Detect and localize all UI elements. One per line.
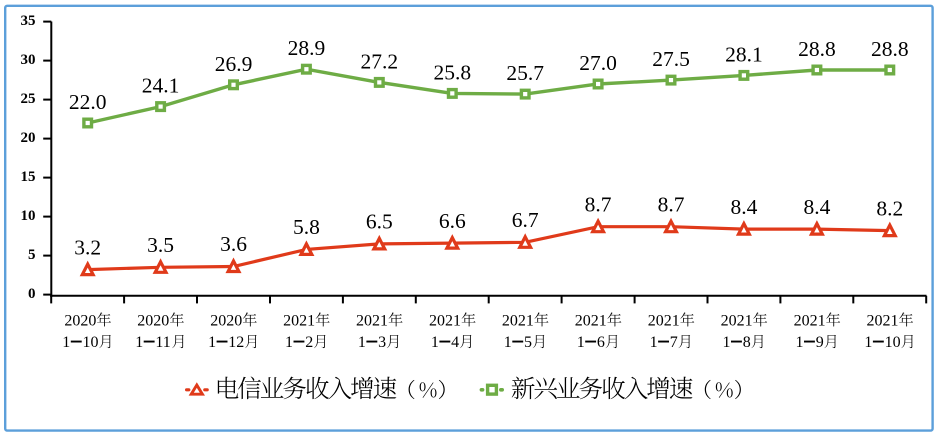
svg-text:25.8: 25.8 bbox=[433, 60, 471, 84]
svg-text:15: 15 bbox=[21, 169, 36, 185]
svg-text:26.9: 26.9 bbox=[215, 52, 253, 76]
svg-text:20: 20 bbox=[21, 130, 36, 146]
svg-text:0: 0 bbox=[28, 286, 36, 302]
svg-text:5.8: 5.8 bbox=[293, 215, 320, 239]
svg-text:1: 1 bbox=[208, 334, 216, 351]
svg-text:3.5: 3.5 bbox=[147, 233, 174, 257]
svg-text:10: 10 bbox=[83, 334, 99, 351]
svg-text:1: 1 bbox=[864, 334, 872, 351]
svg-text:3: 3 bbox=[378, 334, 386, 351]
svg-text:1: 1 bbox=[431, 334, 439, 351]
svg-text:25: 25 bbox=[21, 91, 36, 107]
svg-text:28.9: 28.9 bbox=[288, 36, 326, 60]
svg-text:1: 1 bbox=[135, 334, 143, 351]
svg-text:8.4: 8.4 bbox=[730, 195, 757, 219]
svg-text:7: 7 bbox=[670, 334, 678, 351]
svg-text:30: 30 bbox=[21, 52, 36, 68]
svg-text:1: 1 bbox=[723, 334, 731, 351]
svg-text:1: 1 bbox=[285, 334, 293, 351]
svg-text:27.5: 27.5 bbox=[652, 47, 690, 71]
svg-text:27.0: 27.0 bbox=[579, 51, 617, 75]
svg-text:8.2: 8.2 bbox=[876, 196, 903, 220]
svg-text:25.7: 25.7 bbox=[506, 61, 544, 85]
svg-text:1: 1 bbox=[62, 334, 70, 351]
svg-text:8: 8 bbox=[743, 334, 751, 351]
svg-text:1: 1 bbox=[650, 334, 658, 351]
svg-text:10: 10 bbox=[21, 208, 36, 224]
svg-text:2021: 2021 bbox=[502, 312, 534, 329]
svg-text:3.6: 3.6 bbox=[220, 232, 247, 256]
svg-text:24.1: 24.1 bbox=[142, 74, 180, 98]
svg-text:2020: 2020 bbox=[210, 312, 242, 329]
svg-text:2021: 2021 bbox=[648, 312, 680, 329]
svg-text:4: 4 bbox=[451, 334, 459, 351]
svg-text:12: 12 bbox=[228, 334, 244, 351]
svg-text:11: 11 bbox=[155, 334, 170, 351]
svg-text:8.7: 8.7 bbox=[585, 192, 612, 216]
svg-text:22.0: 22.0 bbox=[69, 90, 107, 114]
svg-text:1: 1 bbox=[796, 334, 804, 351]
svg-text:2021: 2021 bbox=[283, 312, 315, 329]
svg-text:28.8: 28.8 bbox=[871, 37, 909, 61]
svg-text:10: 10 bbox=[885, 334, 901, 351]
svg-text:27.2: 27.2 bbox=[360, 49, 398, 73]
svg-text:3.2: 3.2 bbox=[74, 235, 101, 259]
svg-text:2020: 2020 bbox=[64, 312, 96, 329]
svg-text:28.1: 28.1 bbox=[725, 42, 763, 66]
svg-text:2021: 2021 bbox=[867, 312, 899, 329]
svg-text:28.8: 28.8 bbox=[798, 37, 836, 61]
svg-text:2: 2 bbox=[305, 334, 313, 351]
svg-text:1: 1 bbox=[358, 334, 366, 351]
svg-text:2021: 2021 bbox=[356, 312, 388, 329]
svg-text:1: 1 bbox=[504, 334, 512, 351]
svg-text:8.7: 8.7 bbox=[658, 192, 685, 216]
svg-text:2021: 2021 bbox=[429, 312, 461, 329]
svg-text:6: 6 bbox=[597, 334, 605, 351]
svg-text:2021: 2021 bbox=[794, 312, 826, 329]
svg-text:9: 9 bbox=[816, 334, 824, 351]
svg-text:2020: 2020 bbox=[137, 312, 169, 329]
svg-text:6.6: 6.6 bbox=[439, 209, 466, 233]
svg-text:8.4: 8.4 bbox=[803, 195, 830, 219]
svg-text:2021: 2021 bbox=[575, 312, 607, 329]
svg-text:5: 5 bbox=[524, 334, 532, 351]
svg-text:6.7: 6.7 bbox=[512, 208, 539, 232]
svg-text:5: 5 bbox=[28, 247, 36, 263]
svg-text:6.5: 6.5 bbox=[366, 210, 393, 234]
svg-text:2021: 2021 bbox=[721, 312, 753, 329]
svg-text:35: 35 bbox=[21, 13, 36, 29]
svg-text:1: 1 bbox=[577, 334, 585, 351]
